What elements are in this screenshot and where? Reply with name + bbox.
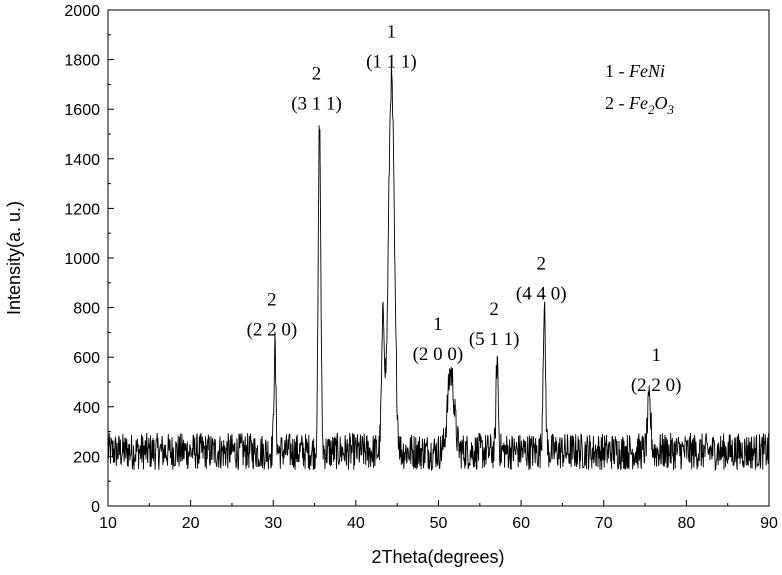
y-tick-label: 1000 xyxy=(64,251,100,268)
legend-entry-fe2o3: 2 - Fe2O3 xyxy=(605,93,674,117)
x-tick-label: 90 xyxy=(760,515,778,532)
peak-220-fe2o3-number: 2 xyxy=(267,289,277,310)
legend: 1 - FeNi 2 - Fe2O3 xyxy=(605,61,674,117)
series-line xyxy=(107,61,770,472)
legend-entry-fe2o3-sub2: 2 xyxy=(648,102,655,117)
peak-111-feni-number: 1 xyxy=(387,21,397,42)
peak-511-fe2o3-hkl: (5 1 1) xyxy=(469,329,520,350)
peak-annotations: 2 (2 2 0) 2 (3 1 1) 1 (1 1 1) 1 (2 0 0) 2 (5 1 1)… xyxy=(247,21,682,396)
y-tick-label: 1800 xyxy=(64,53,100,70)
x-tick-label: 50 xyxy=(430,515,448,532)
plot-frame xyxy=(107,9,770,507)
x-tick-label: 60 xyxy=(512,515,530,532)
y-tick-label: 600 xyxy=(73,350,100,367)
legend-entry-feni: 1 - FeNi xyxy=(605,61,665,81)
peak-311-fe2o3-hkl: (3 1 1) xyxy=(291,94,342,115)
legend-entry-feni-phase: FeNi xyxy=(628,61,665,81)
peak-440-fe2o3-number: 2 xyxy=(537,253,547,274)
peak-200-feni-hkl: (2 0 0) xyxy=(413,344,464,365)
y-axis-title: Intensity(a. u.) xyxy=(4,201,24,315)
x-tick-label: 80 xyxy=(677,515,695,532)
peak-200-feni-number: 1 xyxy=(433,314,443,335)
legend-entry-fe2o3-fe: Fe xyxy=(628,93,648,113)
peak-311-fe2o3-number: 2 xyxy=(312,64,322,85)
x-axis-title: 2Theta(degrees) xyxy=(371,547,504,567)
y-tick-label: 1200 xyxy=(64,201,100,218)
x-tick-label: 30 xyxy=(264,515,282,532)
y-tick-label: 1600 xyxy=(64,102,100,119)
y-axis-ticks: 0 200 400 600 800 1000 1200 1400 1600 1800 2000 xyxy=(64,3,114,516)
legend-entry-fe2o3-sub3: 3 xyxy=(666,102,674,117)
x-tick-label: 40 xyxy=(347,515,365,532)
x-axis-ticks: 10 20 30 40 50 60 70 80 90 xyxy=(99,500,778,532)
peak-220-feni-number: 1 xyxy=(651,345,661,366)
x-tick-label: 20 xyxy=(182,515,200,532)
x-tick-label: 10 xyxy=(99,515,117,532)
y-tick-label: 0 xyxy=(91,499,100,516)
y-tick-label: 400 xyxy=(73,400,100,417)
peak-111-feni-hkl: (1 1 1) xyxy=(366,51,417,72)
legend-entry-feni-prefix: 1 - xyxy=(605,61,629,81)
y-tick-label: 800 xyxy=(73,301,100,318)
legend-entry-fe2o3-prefix: 2 - xyxy=(605,93,629,113)
x-tick-label: 70 xyxy=(595,515,613,532)
y-tick-label: 200 xyxy=(73,449,100,466)
peak-220-fe2o3-hkl: (2 2 0) xyxy=(247,319,298,340)
legend-entry-fe2o3-o: O xyxy=(654,93,667,113)
peak-220-feni-hkl: (2 2 0) xyxy=(631,375,682,396)
peak-440-fe2o3-hkl: (4 4 0) xyxy=(516,283,567,304)
y-tick-label: 1400 xyxy=(64,152,100,169)
y-tick-label: 2000 xyxy=(64,3,100,20)
peak-511-fe2o3-number: 2 xyxy=(489,299,499,320)
